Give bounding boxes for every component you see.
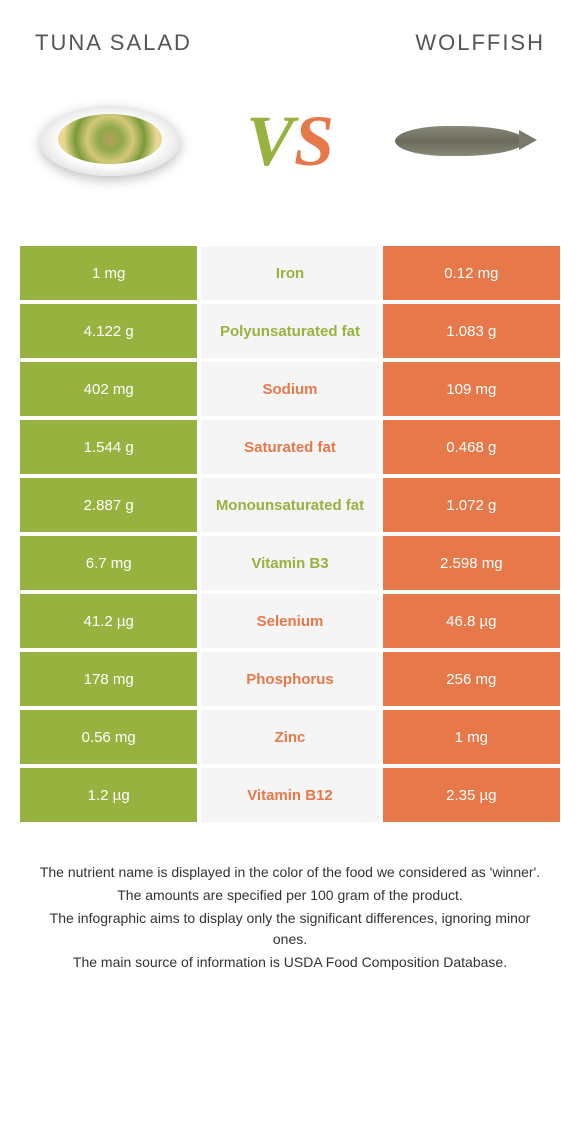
cell-right-value: 2.598 mg <box>383 536 560 590</box>
cell-nutrient-name: Sodium <box>201 362 378 416</box>
header: Tuna salad Wolffish <box>15 20 565 86</box>
footer-text: The nutrient name is displayed in the co… <box>15 852 565 985</box>
cell-right-value: 256 mg <box>383 652 560 706</box>
cell-left-value: 1.2 µg <box>20 768 197 822</box>
nutrient-table: 1 mgIron0.12 mg4.122 gPolyunsaturated fa… <box>15 226 565 852</box>
vs-row: VS <box>15 86 565 226</box>
cell-right-value: 46.8 µg <box>383 594 560 648</box>
cell-nutrient-name: Saturated fat <box>201 420 378 474</box>
footer-line: The infographic aims to display only the… <box>35 908 545 950</box>
vs-label: VS <box>246 100 334 183</box>
cell-left-value: 2.887 g <box>20 478 197 532</box>
cell-nutrient-name: Zinc <box>201 710 378 764</box>
footer-line: The nutrient name is displayed in the co… <box>35 862 545 883</box>
cell-right-value: 1.072 g <box>383 478 560 532</box>
cell-nutrient-name: Vitamin B12 <box>201 768 378 822</box>
cell-nutrient-name: Polyunsaturated fat <box>201 304 378 358</box>
cell-left-value: 178 mg <box>20 652 197 706</box>
cell-left-value: 0.56 mg <box>20 710 197 764</box>
cell-left-value: 402 mg <box>20 362 197 416</box>
vs-s: S <box>294 100 334 183</box>
table-row: 4.122 gPolyunsaturated fat1.083 g <box>20 304 560 358</box>
table-row: 2.887 gMonounsaturated fat1.072 g <box>20 478 560 532</box>
table-row: 0.56 mgZinc1 mg <box>20 710 560 764</box>
cell-nutrient-name: Vitamin B3 <box>201 536 378 590</box>
footer-line: The amounts are specified per 100 gram o… <box>35 885 545 906</box>
cell-left-value: 1 mg <box>20 246 197 300</box>
table-row: 6.7 mgVitamin B32.598 mg <box>20 536 560 590</box>
food-image-right <box>395 96 545 186</box>
cell-nutrient-name: Phosphorus <box>201 652 378 706</box>
table-row: 1.544 gSaturated fat0.468 g <box>20 420 560 474</box>
food-image-left <box>35 96 185 186</box>
cell-right-value: 109 mg <box>383 362 560 416</box>
cell-nutrient-name: Selenium <box>201 594 378 648</box>
cell-left-value: 6.7 mg <box>20 536 197 590</box>
vs-v: V <box>246 100 294 183</box>
wolffish-icon <box>395 121 545 161</box>
table-row: 1 mgIron0.12 mg <box>20 246 560 300</box>
cell-left-value: 41.2 µg <box>20 594 197 648</box>
cell-left-value: 4.122 g <box>20 304 197 358</box>
table-row: 402 mgSodium109 mg <box>20 362 560 416</box>
title-left: Tuna salad <box>35 30 192 56</box>
cell-nutrient-name: Monounsaturated fat <box>201 478 378 532</box>
table-row: 41.2 µgSelenium46.8 µg <box>20 594 560 648</box>
cell-right-value: 0.12 mg <box>383 246 560 300</box>
table-row: 178 mgPhosphorus256 mg <box>20 652 560 706</box>
cell-nutrient-name: Iron <box>201 246 378 300</box>
cell-left-value: 1.544 g <box>20 420 197 474</box>
cell-right-value: 1 mg <box>383 710 560 764</box>
cell-right-value: 1.083 g <box>383 304 560 358</box>
cell-right-value: 0.468 g <box>383 420 560 474</box>
title-right: Wolffish <box>415 30 545 56</box>
tuna-salad-icon <box>40 106 180 176</box>
cell-right-value: 2.35 µg <box>383 768 560 822</box>
table-row: 1.2 µgVitamin B122.35 µg <box>20 768 560 822</box>
footer-line: The main source of information is USDA F… <box>35 952 545 973</box>
